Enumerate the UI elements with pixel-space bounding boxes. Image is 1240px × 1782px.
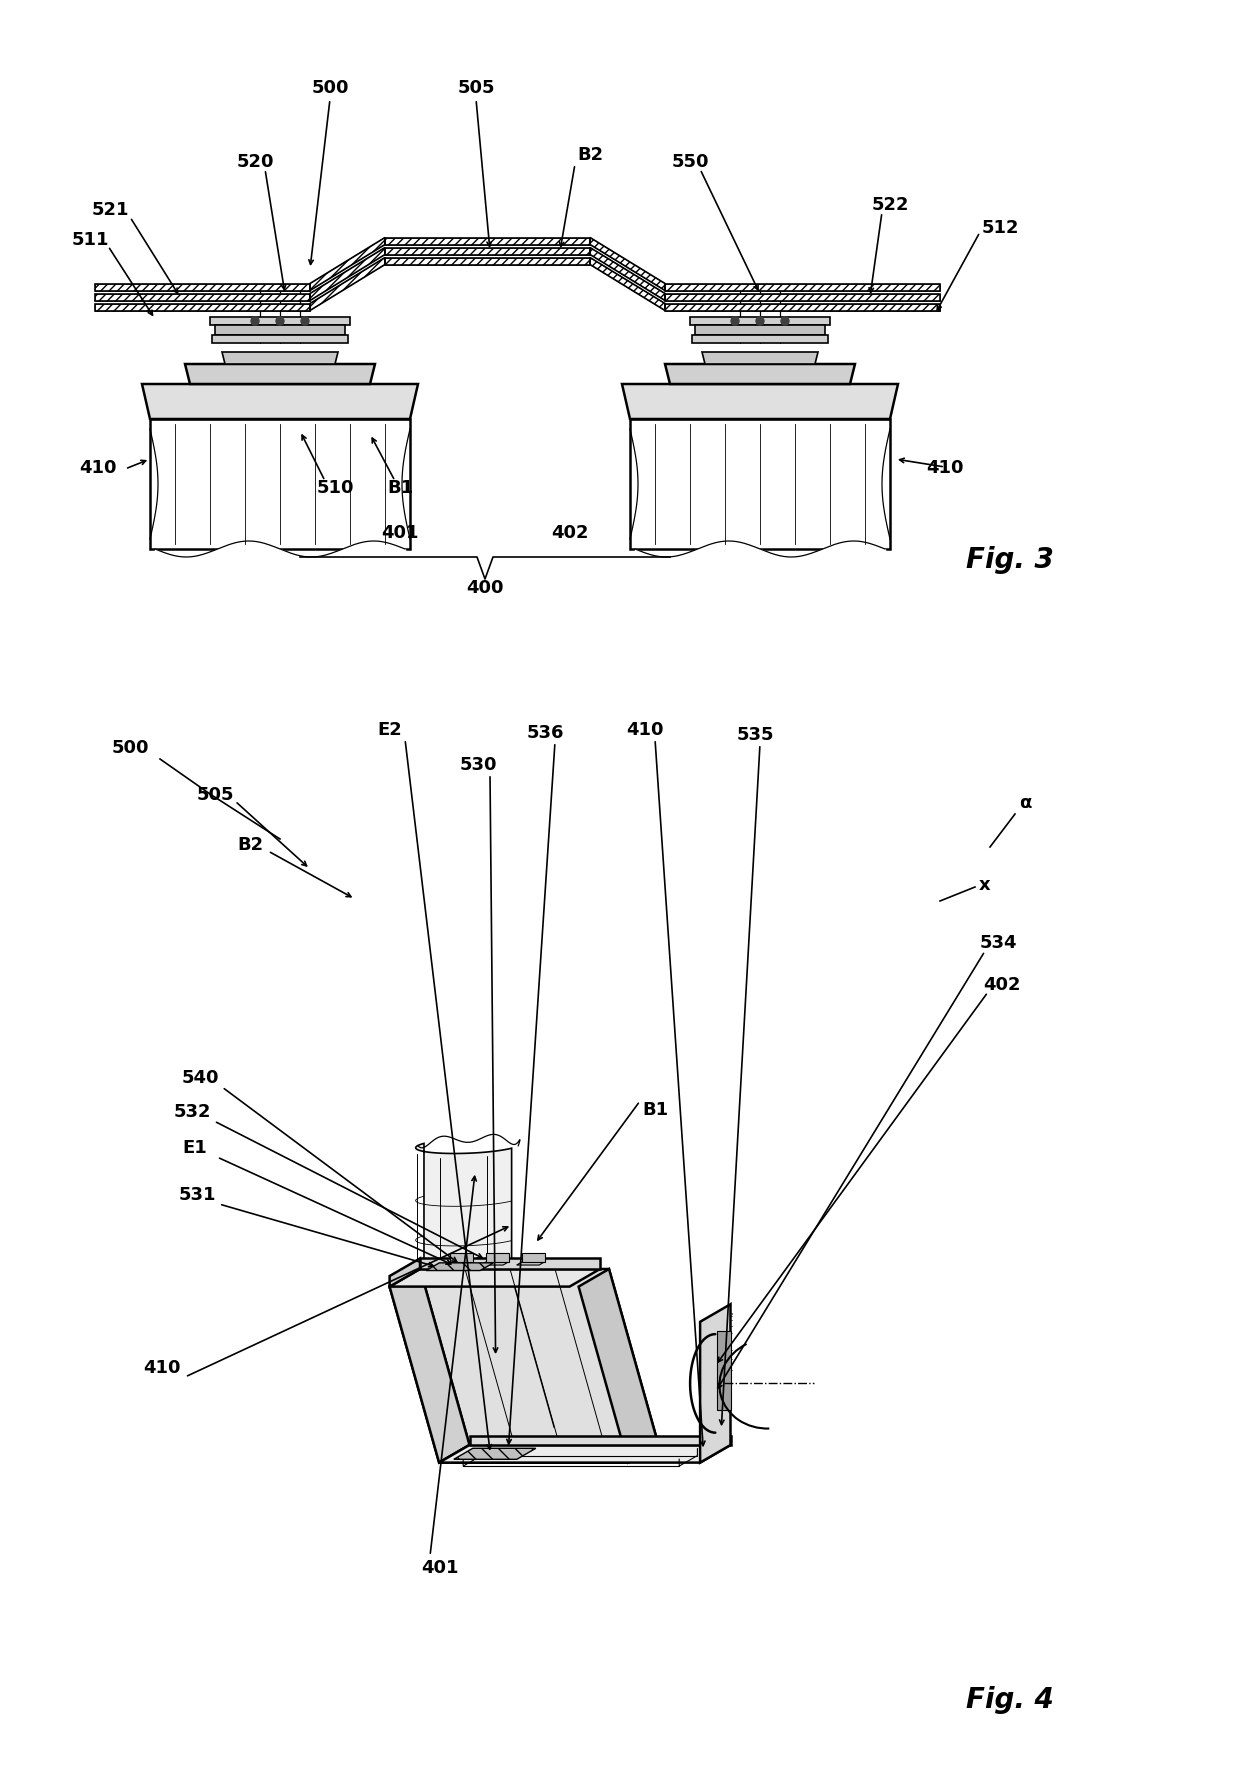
Circle shape <box>250 317 259 326</box>
Text: 402: 402 <box>552 524 589 542</box>
Polygon shape <box>665 305 940 312</box>
Text: 550: 550 <box>671 153 709 171</box>
Text: 530: 530 <box>459 756 497 773</box>
Polygon shape <box>701 1304 730 1463</box>
Text: 522: 522 <box>872 196 909 214</box>
Polygon shape <box>389 1269 470 1463</box>
Text: 535: 535 <box>737 725 774 743</box>
Polygon shape <box>415 1144 512 1287</box>
Text: 401: 401 <box>422 1557 459 1575</box>
Text: B1: B1 <box>642 1099 668 1119</box>
Polygon shape <box>150 421 410 549</box>
Polygon shape <box>522 1253 544 1262</box>
Polygon shape <box>143 385 418 421</box>
Polygon shape <box>420 1269 658 1445</box>
Polygon shape <box>692 335 828 344</box>
Polygon shape <box>622 385 898 421</box>
Polygon shape <box>389 1258 420 1287</box>
Polygon shape <box>95 305 310 312</box>
Text: 511: 511 <box>71 232 109 249</box>
Polygon shape <box>454 1449 536 1459</box>
Polygon shape <box>185 365 374 385</box>
Text: 536: 536 <box>526 723 564 741</box>
Polygon shape <box>590 248 665 301</box>
Text: 400: 400 <box>466 579 503 597</box>
Text: Fig. 3: Fig. 3 <box>966 545 1054 574</box>
Text: B2: B2 <box>237 836 263 854</box>
Circle shape <box>301 317 309 326</box>
Polygon shape <box>384 258 590 266</box>
Polygon shape <box>694 326 825 335</box>
Text: 410: 410 <box>626 720 663 738</box>
Text: 500: 500 <box>112 738 149 757</box>
Polygon shape <box>215 326 345 335</box>
Polygon shape <box>579 1269 658 1463</box>
Polygon shape <box>445 1262 472 1265</box>
Text: 505: 505 <box>196 786 234 804</box>
Text: 540: 540 <box>181 1069 218 1087</box>
Polygon shape <box>470 1436 730 1445</box>
Text: 410: 410 <box>926 458 963 478</box>
Text: 500: 500 <box>311 78 348 96</box>
Text: 510: 510 <box>316 479 353 497</box>
Text: 505: 505 <box>458 78 495 96</box>
Polygon shape <box>439 1445 730 1463</box>
Polygon shape <box>210 317 350 326</box>
Text: B1: B1 <box>387 479 413 497</box>
Polygon shape <box>415 1271 520 1287</box>
Text: 521: 521 <box>92 201 129 219</box>
Polygon shape <box>384 239 590 246</box>
Polygon shape <box>389 1269 600 1287</box>
Polygon shape <box>212 335 348 344</box>
Polygon shape <box>222 353 339 365</box>
Polygon shape <box>310 239 384 290</box>
Polygon shape <box>384 248 590 255</box>
Polygon shape <box>590 258 665 312</box>
Circle shape <box>732 317 739 326</box>
Text: 401: 401 <box>381 524 419 542</box>
Polygon shape <box>717 1331 730 1410</box>
Text: B2: B2 <box>577 146 603 164</box>
Text: Fig. 4: Fig. 4 <box>966 1686 1054 1713</box>
Text: x: x <box>980 875 991 893</box>
Text: 531: 531 <box>179 1185 216 1203</box>
Polygon shape <box>450 1253 472 1262</box>
Text: 512: 512 <box>981 219 1019 237</box>
Text: E1: E1 <box>182 1139 207 1157</box>
Text: 410: 410 <box>144 1358 181 1376</box>
Text: α: α <box>1019 793 1032 811</box>
Text: 402: 402 <box>983 975 1021 993</box>
Polygon shape <box>439 1445 658 1463</box>
Polygon shape <box>310 248 384 301</box>
Text: 534: 534 <box>980 934 1017 952</box>
Text: E2: E2 <box>378 720 402 738</box>
Polygon shape <box>517 1262 544 1265</box>
Text: 532: 532 <box>174 1103 211 1121</box>
Polygon shape <box>702 353 818 365</box>
Polygon shape <box>310 258 384 312</box>
Polygon shape <box>95 285 310 290</box>
Polygon shape <box>427 1263 494 1271</box>
Polygon shape <box>95 294 310 301</box>
Circle shape <box>277 317 284 326</box>
Circle shape <box>756 317 764 326</box>
Polygon shape <box>665 365 856 385</box>
Text: 520: 520 <box>237 153 274 171</box>
Polygon shape <box>665 285 940 290</box>
Polygon shape <box>389 1287 629 1463</box>
Circle shape <box>781 317 789 326</box>
Polygon shape <box>486 1253 508 1262</box>
Polygon shape <box>689 317 830 326</box>
Text: 410: 410 <box>79 458 117 478</box>
Polygon shape <box>481 1262 508 1265</box>
Polygon shape <box>590 239 665 290</box>
Polygon shape <box>420 1258 600 1269</box>
Polygon shape <box>630 421 890 549</box>
Polygon shape <box>665 294 940 301</box>
